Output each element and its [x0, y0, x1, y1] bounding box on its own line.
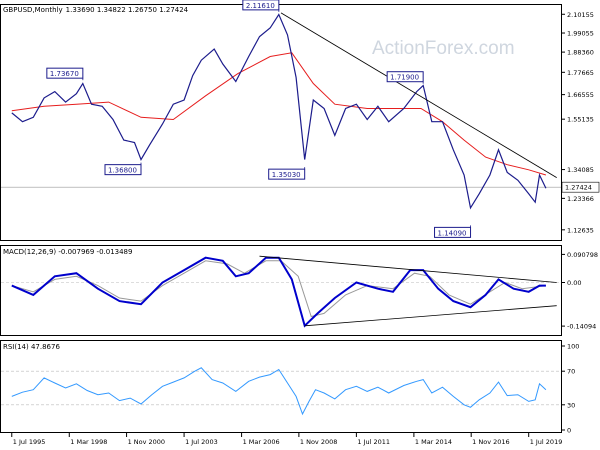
- x-tick-label: 1 Nov 2000: [128, 438, 166, 446]
- annotation-label: 1.35030: [272, 171, 301, 179]
- price-y-axis-tick-label: 1.77665: [567, 69, 594, 77]
- annotation-box: [386, 71, 424, 83]
- annotation-box: [268, 168, 306, 180]
- x-tick-label: 1 Mar 2014: [415, 438, 452, 446]
- symbol-label: GBPUSD,Monthly: [3, 6, 63, 14]
- rsi-y-axis-tick-label: 70: [567, 368, 575, 376]
- current-price-label: 1.27424: [565, 184, 592, 192]
- macd-signal-line: [11, 260, 546, 318]
- x-axis: 1 Jul 1995 1 Mar 1998 1 Nov 2000 1 Jul 2003…: [11, 433, 563, 446]
- annotation-label: 1.36800: [108, 167, 137, 175]
- rsi-y-axis-tick-label: 30: [567, 401, 575, 409]
- ohlc-values: 1.33690 1.34822 1.26750 1.27424: [66, 6, 189, 14]
- macd-upper-trendline: [259, 255, 557, 283]
- annotation-box: [104, 164, 142, 176]
- annotation-label: 2.11610: [246, 2, 275, 10]
- x-tick-label: 1 Nov 2016: [472, 438, 510, 446]
- price-trendline: [280, 12, 557, 178]
- x-tick-label: 1 Jul 2011: [357, 438, 390, 446]
- x-tick-label: 1 Mar 1998: [70, 438, 107, 446]
- x-tick-label: 1 Jul 1995: [13, 438, 46, 446]
- macd-line: [11, 256, 546, 328]
- rsi-panel-frame: [0, 340, 562, 433]
- price-y-axis-tick-label: 1.66555: [567, 91, 594, 99]
- annotation-label: 1.73670: [50, 70, 79, 78]
- price-plot-area: 2.10155 1.99055 1.88360 1.77665 1.66555 1.551…: [1, 0, 600, 238]
- annotation-label: 1.71900: [390, 74, 419, 82]
- macd-y-axis-tick-label: -0.14094: [567, 323, 596, 331]
- rsi-line: [11, 367, 547, 416]
- macd-plot-area: 0.090798 0.00 -0.14094: [1, 251, 598, 331]
- moving-average-line: [11, 52, 547, 176]
- rsi-y-axis-tick-label: 100: [567, 343, 579, 351]
- price-y-axis-tick-label: 1.23366: [567, 195, 594, 203]
- rsi-y-axis-tick-label: 0: [567, 427, 571, 435]
- current-price-tag: [561, 181, 600, 193]
- annotation-box: [242, 0, 280, 11]
- annotation-box: [434, 226, 472, 238]
- macd-y-axis-tick-label: 0.090798: [567, 251, 598, 259]
- annotation-label: 1.14090: [438, 229, 467, 237]
- x-tick-label: 1 Jul 2019: [530, 438, 563, 446]
- price-panel-title: GBPUSD,Monthly 1.33690 1.34822 1.26750 1.…: [3, 6, 189, 14]
- macd-lower-trendline: [304, 305, 557, 327]
- macd-panel-frame: [0, 245, 562, 336]
- price-y-axis-tick-label: 1.99055: [567, 30, 594, 38]
- price-y-axis-tick-label: 1.88360: [567, 49, 594, 57]
- annotation-box: [46, 67, 84, 79]
- price-line: [11, 13, 547, 210]
- price-y-axis-tick-label: 1.12635: [567, 226, 594, 234]
- price-panel-frame: [0, 4, 562, 241]
- macd-panel-title: MACD(12,26,9) -0.007969 -0.013489: [3, 248, 132, 256]
- rsi-plot-area: 100 70 30 0: [1, 343, 579, 435]
- macd-y-axis-tick-label: 0.00: [567, 279, 581, 287]
- x-tick-label: 1 Nov 2008: [300, 438, 338, 446]
- x-tick-label: 1 Jul 2003: [185, 438, 218, 446]
- x-tick-label: 1 Mar 2006: [243, 438, 280, 446]
- price-y-axis-tick-label: 2.10155: [567, 11, 594, 19]
- price-y-axis-tick-label: 1.55135: [567, 116, 594, 124]
- price-y-axis-tick-label: 1.34085: [567, 166, 594, 174]
- watermark: ActionForex.com: [372, 38, 515, 59]
- rsi-panel-title: RSI(14) 47.8676: [3, 343, 60, 351]
